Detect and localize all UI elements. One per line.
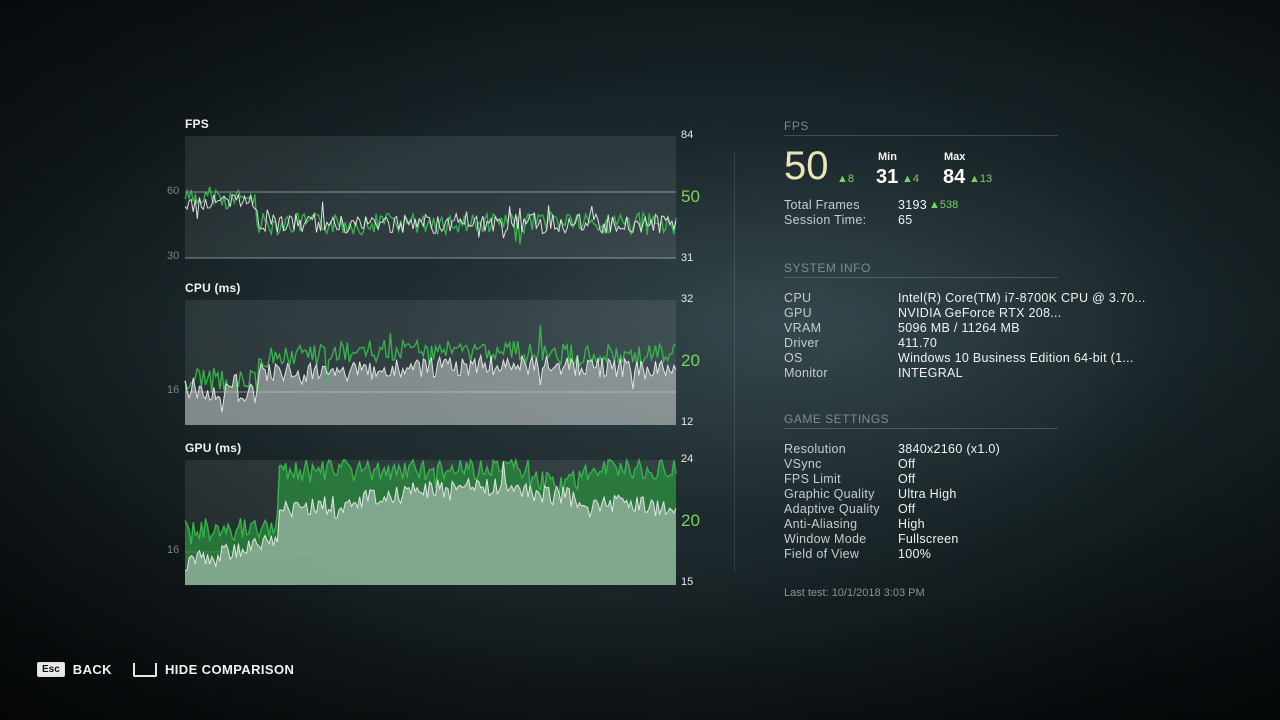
sysinfo-label: GPU bbox=[784, 306, 812, 320]
fps-grid-label-30: 30 bbox=[167, 250, 180, 262]
fps-section-title: FPS bbox=[784, 119, 809, 133]
back-label: BACK bbox=[72, 662, 112, 677]
sysinfo-value: 5096 MB / 11264 MB bbox=[898, 321, 1020, 335]
series-green-line bbox=[184, 457, 677, 545]
sysinfo-label: OS bbox=[784, 351, 803, 365]
gpu-axis-top: 24 bbox=[681, 453, 694, 465]
spacebar-key-icon bbox=[133, 662, 157, 677]
cpu-grid-label-16: 16 bbox=[167, 384, 180, 396]
series-white-line bbox=[184, 461, 677, 572]
system-info-rule bbox=[784, 277, 1058, 278]
setting-value: Ultra High bbox=[898, 487, 957, 501]
total-frames-label: Total Frames bbox=[784, 198, 860, 212]
session-time-label: Session Time: bbox=[784, 213, 867, 227]
fps-max-value: 84 bbox=[943, 166, 966, 188]
setting-value: Off bbox=[898, 457, 916, 471]
cpu-graph bbox=[184, 300, 677, 425]
setting-label: Graphic Quality bbox=[784, 487, 875, 501]
gpu-axis-current: 20 bbox=[681, 511, 700, 530]
setting-value: Fullscreen bbox=[898, 532, 959, 546]
setting-value: High bbox=[898, 517, 925, 531]
fps-max-delta: ▲13 bbox=[969, 173, 993, 185]
game-settings-rule bbox=[784, 428, 1058, 429]
sysinfo-label: CPU bbox=[784, 291, 812, 305]
fps-current-delta: ▲8 bbox=[837, 173, 855, 185]
fps-section-rule bbox=[784, 135, 1058, 136]
total-frames-value: 3193 bbox=[898, 198, 928, 212]
fps-graph bbox=[184, 136, 677, 259]
sysinfo-value: NVIDIA GeForce RTX 208... bbox=[898, 306, 1062, 320]
sysinfo-value: INTEGRAL bbox=[898, 366, 963, 380]
series-green-line bbox=[184, 324, 677, 393]
cpu-axis-current: 20 bbox=[681, 351, 700, 370]
setting-label: Resolution bbox=[784, 442, 847, 456]
fps-axis-current: 50 bbox=[681, 187, 700, 206]
cpu-axis-top: 32 bbox=[681, 293, 694, 305]
gpu-graph bbox=[184, 457, 677, 585]
fps-graph-title: FPS bbox=[185, 117, 209, 131]
sysinfo-label: VRAM bbox=[784, 321, 822, 335]
setting-label: Window Mode bbox=[784, 532, 867, 546]
sysinfo-value: Windows 10 Business Edition 64-bit (1... bbox=[898, 351, 1134, 365]
session-time-value: 65 bbox=[898, 213, 913, 227]
series-white-line bbox=[184, 193, 677, 239]
sysinfo-value: 411.70 bbox=[898, 336, 938, 350]
fps-axis-top: 84 bbox=[681, 129, 694, 141]
fps-grid-label-60: 60 bbox=[167, 185, 180, 197]
sysinfo-value: Intel(R) Core(TM) i7-8700K CPU @ 3.70... bbox=[898, 291, 1146, 305]
fps-axis-bottom: 31 bbox=[681, 252, 694, 264]
system-info-title: SYSTEM INFO bbox=[784, 261, 871, 275]
last-test-timestamp: Last test: 10/1/2018 3:03 PM bbox=[784, 587, 925, 599]
fps-min-value: 31 bbox=[876, 166, 899, 188]
setting-value: Off bbox=[898, 472, 916, 486]
setting-value: Off bbox=[898, 502, 916, 516]
total-frames-delta: ▲538 bbox=[929, 199, 959, 211]
esc-key-icon: Esc bbox=[37, 662, 65, 677]
fps-max-label: Max bbox=[944, 151, 966, 163]
graph-background bbox=[185, 136, 676, 258]
sysinfo-label: Monitor bbox=[784, 366, 828, 380]
setting-label: Adaptive Quality bbox=[784, 502, 880, 516]
panel-divider bbox=[734, 152, 735, 572]
back-button[interactable]: Esc BACK bbox=[37, 662, 112, 677]
gpu-grid-label-16: 16 bbox=[167, 544, 180, 556]
fps-current-value: 50 bbox=[784, 144, 829, 188]
gpu-axis-bottom: 15 bbox=[681, 576, 694, 588]
sysinfo-label: Driver bbox=[784, 336, 820, 350]
gpu-graph-title: GPU (ms) bbox=[185, 441, 242, 455]
fps-min-delta: ▲4 bbox=[902, 173, 920, 185]
game-settings-title: GAME SETTINGS bbox=[784, 412, 890, 426]
setting-label: Field of View bbox=[784, 547, 860, 561]
hide-comparison-label: HIDE COMPARISON bbox=[165, 662, 295, 677]
setting-value: 100% bbox=[898, 547, 932, 561]
setting-label: VSync bbox=[784, 457, 822, 471]
series-white-line bbox=[184, 353, 677, 413]
hide-comparison-button[interactable]: HIDE COMPARISON bbox=[133, 662, 294, 677]
setting-value: 3840x2160 (x1.0) bbox=[898, 442, 1001, 456]
setting-label: FPS Limit bbox=[784, 472, 841, 486]
cpu-graph-title: CPU (ms) bbox=[185, 281, 241, 295]
fps-min-label: Min bbox=[878, 151, 897, 163]
cpu-axis-bottom: 12 bbox=[681, 416, 694, 428]
setting-label: Anti-Aliasing bbox=[784, 517, 858, 531]
series-white-fill bbox=[185, 461, 676, 585]
